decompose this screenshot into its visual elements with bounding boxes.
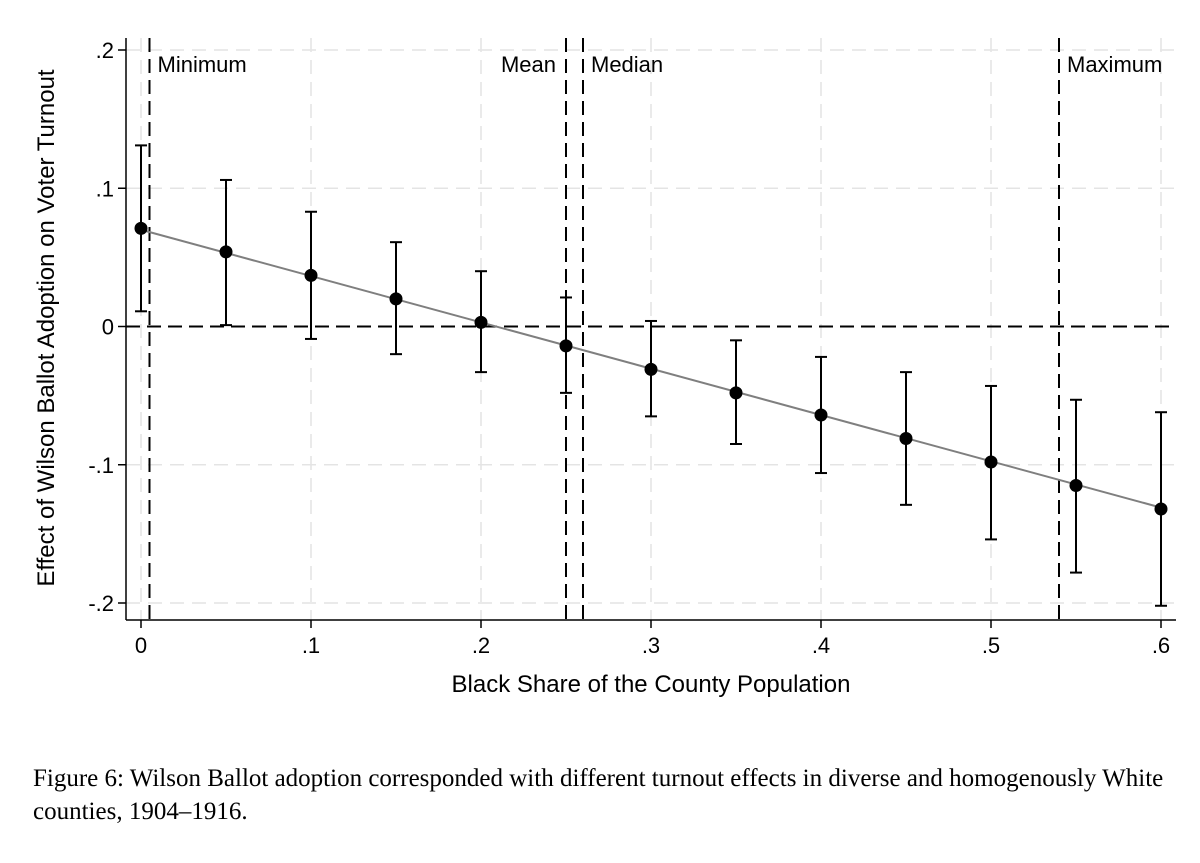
x-tick-label-5: .5 [982,633,1000,658]
reference-label-minimum: Minimum [158,52,247,77]
data-point-3 [389,292,403,306]
marginal-effects-chart: Minimum Mean Median Maximum -.2 -.1 0 .1 .2 0 .1.… [33,38,1176,698]
x-tick-label-6: .6 [1152,633,1170,658]
x-tick-label-1: .1 [302,633,320,658]
y-tick-label-2: 0 [102,315,114,340]
x-tick-label-2: .2 [472,633,490,658]
axes: -.2 -.1 0 .1 .2 0 .1 .2 .3 .4 .5 .6 [88,38,1176,658]
reference-lines: Minimum Mean Median Maximum [148,38,1162,620]
data-point-5 [559,339,573,353]
y-axis-label: Effect of Wilson Ballot Adoption on Vote… [33,69,60,587]
figure-caption: Figure 6: Wilson Ballot adoption corresp… [33,765,1164,825]
data-point-7 [729,386,743,400]
x-tick-label-0: 0 [135,633,147,658]
y-tick-label-1: -.1 [88,453,114,478]
x-tick-label-4: .4 [812,633,830,658]
data-point-10 [984,455,998,469]
data-point-11 [1069,478,1083,492]
data-point-8 [814,408,828,422]
reference-label-maximum: Maximum [1067,52,1162,77]
data-point-12 [1154,502,1168,516]
data-point-2 [304,268,318,282]
x-axis-label: Black Share of the County Population [452,671,851,698]
reference-label-mean: Mean [501,52,556,77]
data-point-0 [134,221,148,235]
data-point-1 [219,245,233,259]
y-tick-label-4: .2 [96,38,114,63]
data-point-4 [474,315,488,329]
data-point-9 [899,431,913,445]
data-point-6 [644,362,658,376]
y-tick-label-0: -.2 [88,591,114,616]
axis-labels: Black Share of the County Population Eff… [33,69,850,698]
data-points [134,221,1168,516]
x-tick-label-3: .3 [642,633,660,658]
y-tick-label-3: .1 [96,176,114,201]
reference-label-median: Median [591,52,663,77]
